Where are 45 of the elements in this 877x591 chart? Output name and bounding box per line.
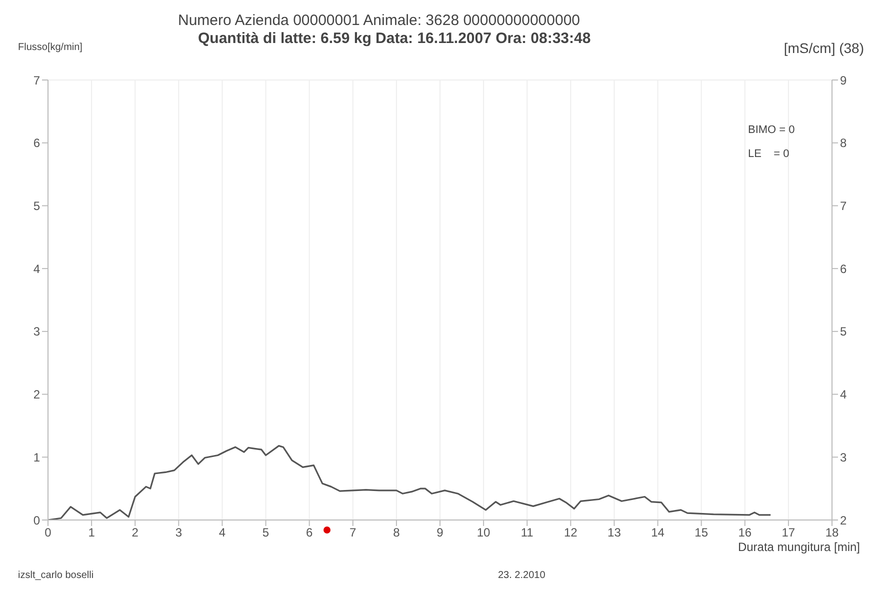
x-tick-label: 13 bbox=[608, 526, 622, 540]
y-tick-label: 7 bbox=[33, 73, 40, 88]
y-axis-title: Flusso[kg/min] bbox=[18, 42, 82, 53]
y2-tick-label: 3 bbox=[840, 450, 847, 464]
x-tick-label: 12 bbox=[564, 526, 578, 540]
annotation: BIMO = 0 bbox=[748, 123, 795, 138]
x-tick-label: 6 bbox=[306, 526, 313, 540]
x-tick-label: 18 bbox=[825, 526, 839, 540]
y-tick-label: 5 bbox=[33, 198, 40, 213]
x-tick-label: 0 bbox=[44, 526, 52, 540]
y-tick-label: 1 bbox=[33, 450, 40, 464]
x-tick-label: 2 bbox=[132, 526, 139, 540]
x-tick-label: 3 bbox=[175, 526, 182, 540]
x-tick-label: 14 bbox=[651, 526, 665, 540]
y-tick-label: 3 bbox=[33, 324, 40, 339]
x-axis-title: Durata mungitura [min] bbox=[738, 540, 860, 554]
x-tick-label: 9 bbox=[436, 526, 444, 540]
x-tick-label: 7 bbox=[350, 526, 357, 540]
y2-tick-label: 5 bbox=[840, 324, 847, 339]
y2-axis-title: [mS/cm] (38) bbox=[784, 40, 864, 56]
x-tick-label: 11 bbox=[520, 526, 534, 540]
y2-tick-label: 6 bbox=[840, 262, 847, 276]
y-tick-label: 2 bbox=[33, 388, 40, 402]
y-tick-label: 4 bbox=[33, 262, 40, 276]
y2-tick-label: 8 bbox=[840, 136, 847, 150]
y-tick-label: 0 bbox=[33, 513, 40, 528]
x-tick-label: 4 bbox=[218, 526, 226, 540]
x-tick-label: 5 bbox=[262, 526, 270, 540]
y2-tick-label: 4 bbox=[840, 388, 847, 402]
x-tick-label: 17 bbox=[782, 526, 796, 540]
y2-tick-label: 7 bbox=[840, 198, 847, 213]
chart-subtitle: Quantità di latte: 6.59 kg Data: 16.11.2007 Ora: 08:33:48 bbox=[198, 30, 591, 47]
chart-title: Numero Azienda 00000001 Animale: 3628 00000000000000 bbox=[178, 12, 580, 29]
line-series bbox=[48, 445, 772, 520]
x-tick-label: 15 bbox=[694, 526, 708, 540]
x-tick-label: 10 bbox=[476, 526, 491, 540]
y-tick-label: 6 bbox=[33, 136, 40, 150]
x-tick-label: 1 bbox=[88, 526, 96, 540]
text: 23. 2.2010 bbox=[498, 570, 546, 581]
text: izslt_carlo boselli bbox=[18, 570, 94, 581]
y2-tick-label: 2 bbox=[840, 513, 847, 528]
x-tick-label: 16 bbox=[738, 526, 752, 540]
x-tick-label: 8 bbox=[393, 526, 400, 540]
y2-tick-label: 9 bbox=[840, 73, 847, 88]
annotation: LE = 0 bbox=[748, 147, 790, 162]
